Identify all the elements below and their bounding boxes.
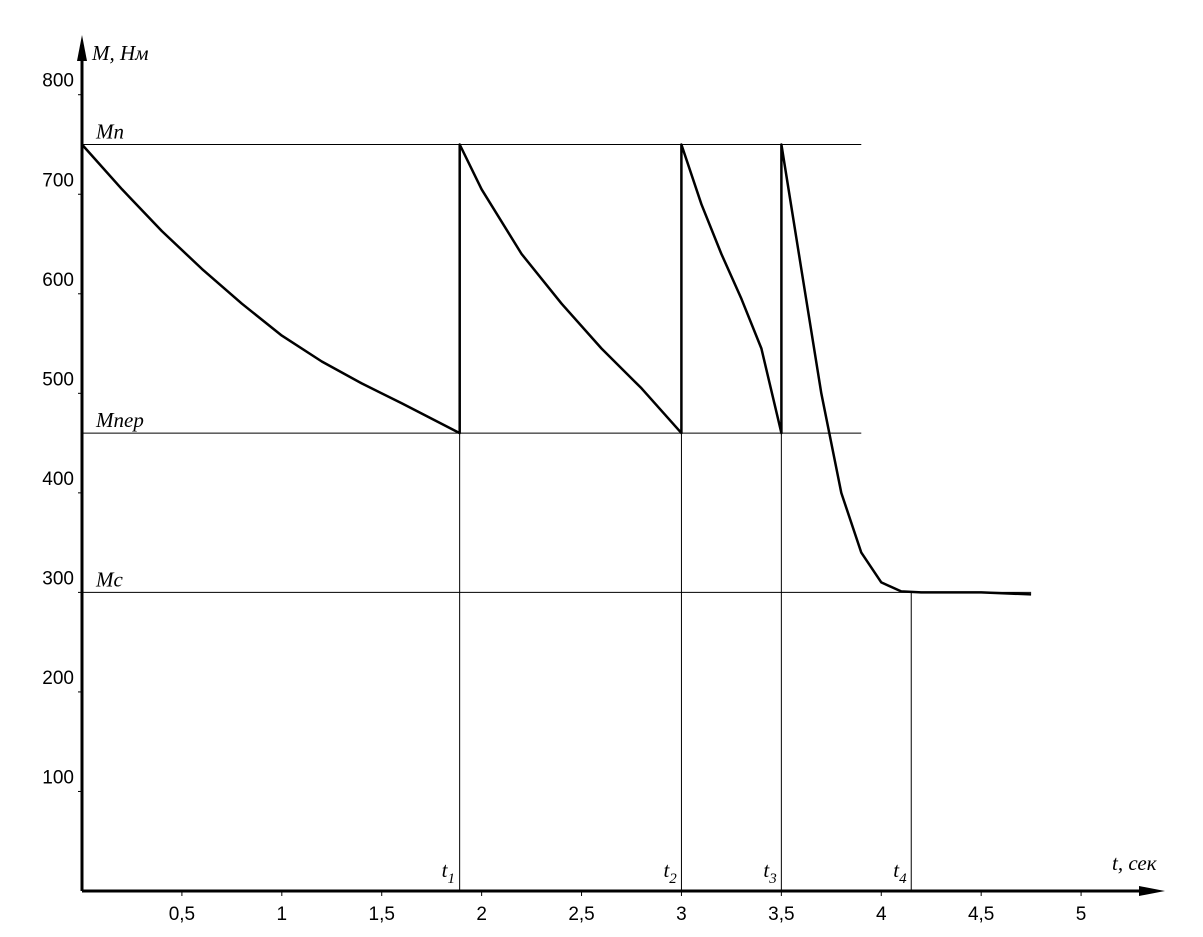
data-line bbox=[81, 143, 1032, 596]
reference-label: Mn bbox=[95, 119, 124, 143]
y-tick-label: 600 bbox=[42, 270, 74, 291]
y-tick-label: 500 bbox=[42, 369, 74, 390]
marker-label: t3 bbox=[763, 858, 776, 887]
y-tick-label: 400 bbox=[42, 469, 74, 490]
y-tick-label: 100 bbox=[42, 767, 74, 788]
x-tick-label: 3 bbox=[676, 904, 687, 925]
marker-subscript: 2 bbox=[669, 871, 677, 887]
x-tick-label: 4 bbox=[876, 904, 887, 925]
marker-label: t1 bbox=[442, 858, 455, 887]
y-tick-label: 800 bbox=[42, 71, 74, 92]
marker-subscript: 1 bbox=[447, 871, 455, 887]
reference-label: Mc bbox=[95, 567, 123, 591]
x-tick-label: 5 bbox=[1076, 904, 1087, 925]
marker-subscript: 3 bbox=[768, 871, 777, 887]
x-tick-label: 3,5 bbox=[768, 904, 794, 925]
reference-label: Mпер bbox=[95, 408, 144, 432]
y-axis-arrow bbox=[77, 35, 87, 61]
x-tick-label: 0,5 bbox=[169, 904, 195, 925]
x-axis-label: t, сек bbox=[1112, 851, 1157, 875]
marker-label: t2 bbox=[663, 858, 677, 887]
y-tick-label: 700 bbox=[42, 170, 74, 191]
x-tick-label: 4,5 bbox=[968, 904, 994, 925]
y-axis-label: M, Нм bbox=[91, 41, 149, 65]
marker-subscript: 4 bbox=[899, 871, 907, 887]
x-axis-arrow bbox=[1139, 886, 1165, 896]
y-tick-label: 300 bbox=[42, 568, 74, 589]
x-tick-label: 1 bbox=[277, 904, 288, 925]
y-tick-label: 200 bbox=[42, 668, 74, 689]
x-tick-label: 2,5 bbox=[568, 904, 594, 925]
x-tick-label: 1,5 bbox=[369, 904, 395, 925]
x-tick-label: 2 bbox=[476, 904, 487, 925]
marker-label: t4 bbox=[893, 858, 907, 887]
